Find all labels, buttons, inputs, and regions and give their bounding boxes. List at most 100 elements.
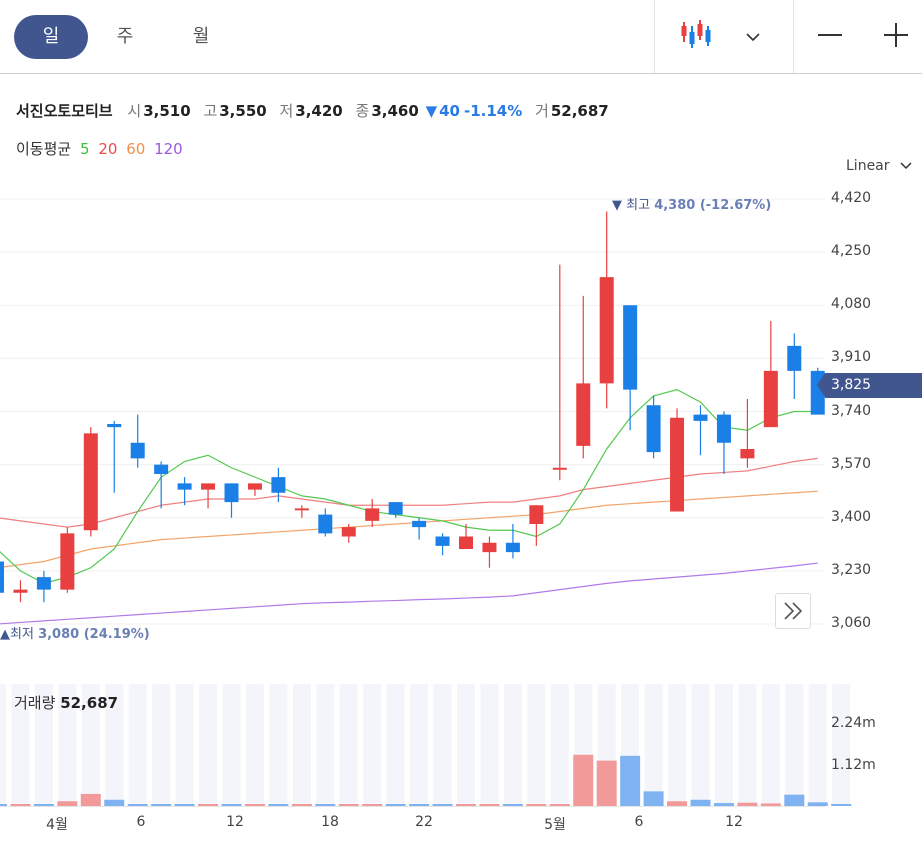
y-tick-label: 3,060 (831, 615, 872, 631)
volume-panel-value: 52,687 (60, 694, 119, 712)
volume-slot (339, 684, 358, 806)
y-tick-label: 3,570 (831, 455, 872, 472)
ma-5[interactable]: 5 (79, 140, 90, 158)
quote-summary: 서진오토모티브 시 3,510 고 3,550 저 3,420 종 3,460 ▼ 40-… (16, 100, 617, 121)
volume-slot (11, 684, 30, 806)
volume-panel-title: 거래량 (14, 694, 56, 712)
volume-value: 52,687 (550, 102, 609, 120)
tab-daily[interactable]: 일 (14, 15, 88, 59)
x-tick-label: 12 (725, 814, 743, 830)
toolbar-divider (654, 0, 655, 73)
volume-slot (386, 684, 405, 806)
volume-slot (58, 684, 77, 806)
volume-slot (199, 684, 218, 806)
x-tick-label: 6 (634, 814, 644, 830)
volume-bar (831, 804, 852, 806)
volume-slot (785, 684, 804, 806)
volume-slot (269, 684, 288, 806)
volume-bar (643, 791, 664, 806)
volume-bar (338, 804, 359, 806)
volume-label: 거 (535, 102, 549, 120)
open-value: 3,510 (143, 102, 191, 120)
y-tick-label: 3,740 (831, 402, 872, 419)
down-arrow-icon: ▼ (425, 102, 438, 120)
change-value: 40 (439, 102, 460, 120)
volume-bar (362, 804, 383, 806)
candle-body (36, 577, 51, 590)
volume-slot (222, 684, 241, 806)
volume-bar (737, 802, 758, 806)
chevron-down-icon[interactable] (746, 27, 760, 42)
volume-slot (644, 684, 663, 806)
volume-bar (268, 804, 289, 806)
ma-120[interactable]: 120 (154, 140, 183, 158)
volume-slot (503, 684, 522, 806)
chevron-down-icon (900, 162, 912, 170)
volume-slot (832, 684, 851, 806)
volume-bar (549, 804, 570, 806)
scale-label: Linear (846, 158, 890, 174)
low-annotation-label: 최저 (10, 627, 34, 642)
high-annotation-label: 최고 (626, 198, 651, 213)
volume-bar (690, 799, 711, 806)
volume-slot (410, 684, 429, 806)
volume-slot (175, 684, 194, 806)
high-annotation-value: 4,380 (-12.67%) (654, 198, 772, 213)
ma-20[interactable]: 20 (98, 140, 118, 158)
volume-tick: 1.12m (831, 757, 876, 773)
candle-body (271, 477, 286, 493)
volume-slot (152, 684, 171, 806)
tab-weekly[interactable]: 주 (116, 26, 134, 47)
x-tick-label: 12 (226, 814, 244, 830)
candle-body (505, 542, 520, 553)
volume-panel-label: 거래량 52,687 (14, 692, 118, 713)
volume-slot (738, 684, 757, 806)
candle-body (107, 424, 122, 428)
y-tick-label: 4,250 (831, 243, 872, 260)
plus-icon[interactable] (884, 23, 908, 47)
candle-body (529, 505, 544, 524)
volume-slot (714, 684, 733, 806)
volume-slot (245, 684, 264, 806)
candle-body (83, 433, 98, 531)
candle-body (716, 414, 731, 443)
toolbar-divider (793, 0, 794, 73)
x-tick-label: 4월 (46, 817, 68, 833)
volume-slot (808, 684, 827, 806)
scale-selector[interactable]: Linear (846, 158, 912, 174)
volume-bar (620, 755, 641, 806)
low-annotation: ▲최저 3,080 (24.19%) (0, 623, 150, 642)
candle-body (787, 345, 802, 371)
volume-slot (0, 684, 6, 806)
low-value: 3,420 (295, 102, 343, 120)
open-label: 시 (127, 102, 142, 120)
volume-bar (244, 804, 265, 806)
x-tick-label: 18 (321, 814, 339, 830)
candle-body (435, 536, 450, 546)
candle-body (388, 502, 403, 515)
volume-bar (596, 760, 617, 806)
tab-monthly[interactable]: 월 (192, 26, 210, 47)
high-value: 3,550 (219, 102, 267, 120)
low-marker: ▲ (0, 627, 10, 642)
ma-60[interactable]: 60 (126, 140, 146, 158)
volume-bar (291, 804, 312, 806)
volume-slot (480, 684, 499, 806)
low-annotation-value: 3,080 (24.19%) (38, 627, 150, 642)
volume-bar (807, 802, 828, 806)
candle-body (623, 305, 638, 390)
minus-icon[interactable] (818, 34, 842, 36)
scroll-to-latest-button[interactable] (775, 593, 811, 629)
candlestick-icon[interactable] (680, 20, 716, 50)
volume-bar (174, 804, 195, 806)
volume-slot (550, 684, 569, 806)
volume-slot (105, 684, 124, 806)
candle-body (0, 561, 4, 593)
y-tick-label: 3,400 (831, 508, 872, 525)
volume-bar (573, 754, 594, 806)
volume-bar (502, 804, 523, 806)
volume-slot (316, 684, 335, 806)
close-label: 종 (355, 102, 370, 120)
ma-label: 이동평균 (16, 140, 72, 158)
